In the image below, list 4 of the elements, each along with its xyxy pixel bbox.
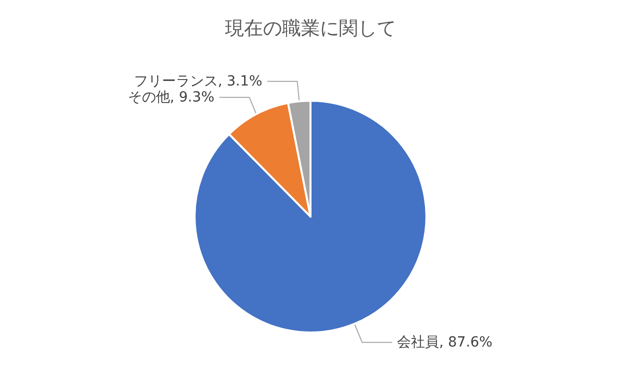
slice-label: 会社員, 87.6% xyxy=(397,334,492,350)
slice-label: その他, 9.3% xyxy=(128,89,214,106)
slice-label: フリーランス, 3.1% xyxy=(134,73,262,90)
chart-title: 現在の職業に関して xyxy=(225,18,396,40)
